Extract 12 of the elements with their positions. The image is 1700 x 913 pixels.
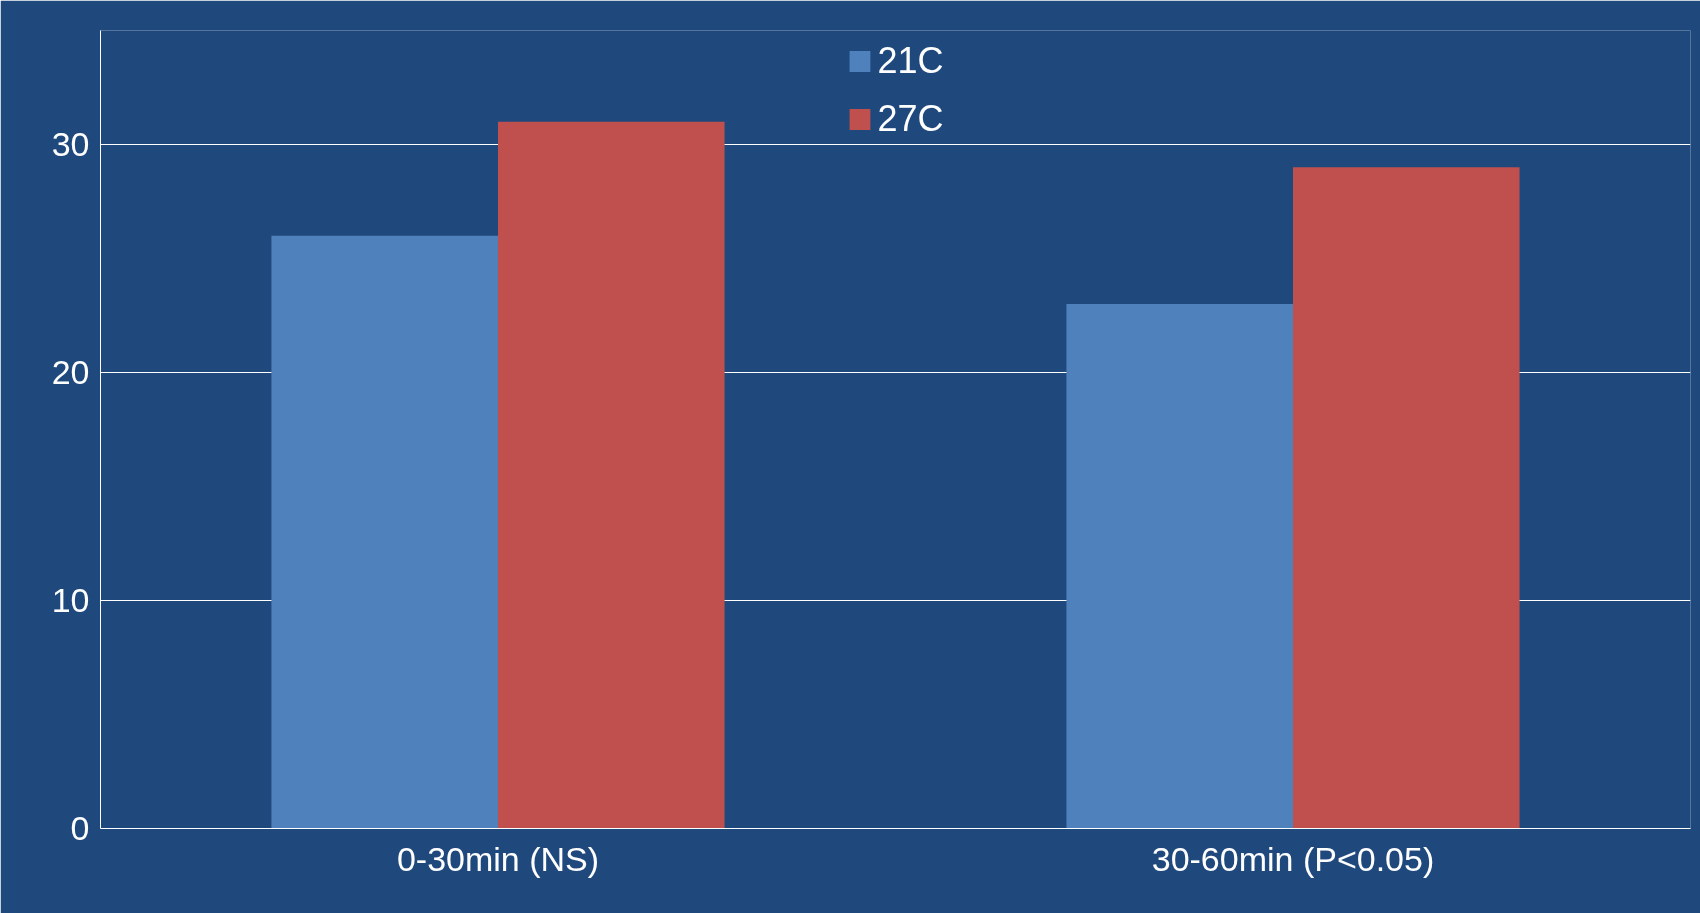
x-tick-label: 30-60min (P<0.05) [1151,839,1435,878]
bar [1066,304,1293,829]
bar [1293,167,1520,829]
legend-label: 21C [877,40,944,82]
y-tick-label: 30 [51,125,90,163]
bar [271,235,498,829]
x-tick-label: 0-30min (NS) [396,839,600,878]
y-tick-label: 0 [70,809,90,847]
y-tick-label: 10 [51,581,90,619]
bar [498,121,725,829]
y-tick-label: 20 [51,353,90,391]
legend-label: 27C [877,98,944,140]
